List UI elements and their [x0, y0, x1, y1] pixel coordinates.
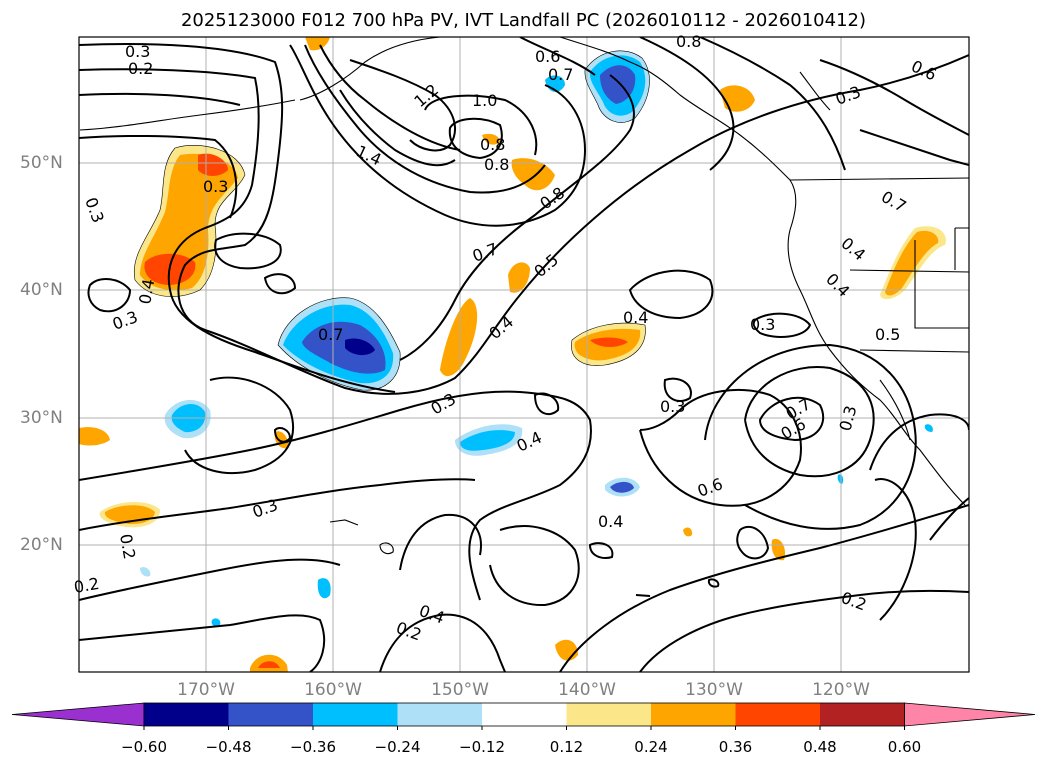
contour-label: 0.2 [72, 574, 100, 597]
contour-label: 0.3 [833, 82, 863, 109]
colorbar-frame [143, 702, 905, 727]
contour-label: 0.4 [837, 234, 869, 265]
contour-label: 0.3 [836, 404, 861, 434]
contour-label: 1.4 [353, 141, 384, 169]
map-title: 2025123000 F012 700 hPa PV, IVT Landfall… [180, 10, 867, 31]
colorbar-swatch [566, 703, 652, 726]
lat-label: 50°N [20, 153, 63, 173]
lon-label: 140°W [558, 680, 616, 700]
contour-label: 0.3 [750, 315, 775, 334]
shading-outlines [133, 50, 650, 391]
contour-label: 0.6 [535, 47, 560, 66]
lon-label: 130°W [685, 680, 743, 700]
lat-label: 40°N [20, 280, 63, 300]
lat-label: 20°N [20, 535, 63, 555]
colorbar-tick-label: −0.24 [374, 738, 421, 756]
contour-label: 0.8 [480, 135, 505, 154]
contour-label: 0.2 [116, 532, 139, 560]
contour-label: 0.7 [878, 187, 910, 216]
colorbar-swatch [228, 703, 314, 726]
contour-label: 0.2 [128, 59, 153, 78]
contour-label: 0.6 [908, 56, 939, 84]
graticule [79, 37, 969, 672]
lat-label: 30°N [20, 408, 63, 428]
contour-label: 0.4 [623, 308, 648, 327]
contour-label: 0.8 [484, 155, 509, 174]
contour-label: 0.3 [203, 177, 228, 196]
colorbar-tick-label: 0.12 [549, 738, 584, 756]
colorbar [11, 702, 1036, 730]
contour-label: 0.3 [81, 195, 108, 225]
colorbar-tick-label: −0.36 [290, 738, 336, 756]
colorbar-swatch [482, 703, 567, 726]
contour-label: 0.7 [548, 65, 573, 84]
colorbar-tick-label: 0.36 [718, 738, 753, 756]
colorbar-swatch [651, 703, 736, 726]
map-frame [78, 36, 970, 673]
contour-label: 0.4 [135, 277, 158, 305]
contour-label: 1.0 [472, 91, 497, 110]
colorbar-tick-label: −0.60 [121, 738, 167, 756]
contour-label: 0.3 [250, 495, 280, 522]
colorbar-tick-label: −0.48 [205, 738, 252, 756]
contour-label: 0.4 [417, 601, 447, 628]
contour-label: 0.5 [875, 325, 900, 344]
lon-label: 120°W [812, 680, 870, 700]
colorbar-tick-label: −0.12 [459, 738, 505, 756]
contour-label: 0.4 [485, 312, 517, 343]
contour-label: 0.7 [318, 325, 343, 344]
contour-label: 0.3 [660, 397, 685, 416]
coastlines [79, 37, 969, 555]
colorbar-swatch [820, 703, 905, 726]
contour-label: 0.7 [470, 239, 500, 266]
colorbar-tick-label: 0.48 [803, 738, 837, 756]
colorbar-swatch [144, 703, 229, 726]
colorbar-extend-high [904, 702, 1036, 727]
ivt-positive-shading [79, 37, 946, 672]
pv-contours [79, 37, 969, 672]
lon-label: 170°W [177, 680, 235, 700]
contour-label: 0.6 [695, 474, 725, 501]
contour-label: 0.8 [676, 32, 701, 51]
lon-label: 150°W [431, 680, 489, 700]
colorbar-swatch [313, 703, 398, 726]
contour-labels: 0.3 0.2 0.6 0.7 0.8 0.6 1.2 1.0 1.4 0.8 … [72, 32, 939, 644]
colorbar-swatch [735, 703, 821, 726]
contour-label: 0.4 [598, 512, 623, 531]
colorbar-tick-label: 0.60 [887, 738, 922, 756]
contour-label: 0.3 [125, 42, 150, 61]
contour-label: 0.4 [822, 269, 853, 300]
colorbar-extend-low [11, 702, 145, 727]
contour-label: 0.2 [839, 588, 869, 615]
lon-label: 160°W [304, 680, 362, 700]
colorbar-tick-label: 0.24 [634, 738, 668, 756]
contour-label: 0.3 [428, 389, 460, 418]
colorbar-swatch [397, 703, 483, 726]
